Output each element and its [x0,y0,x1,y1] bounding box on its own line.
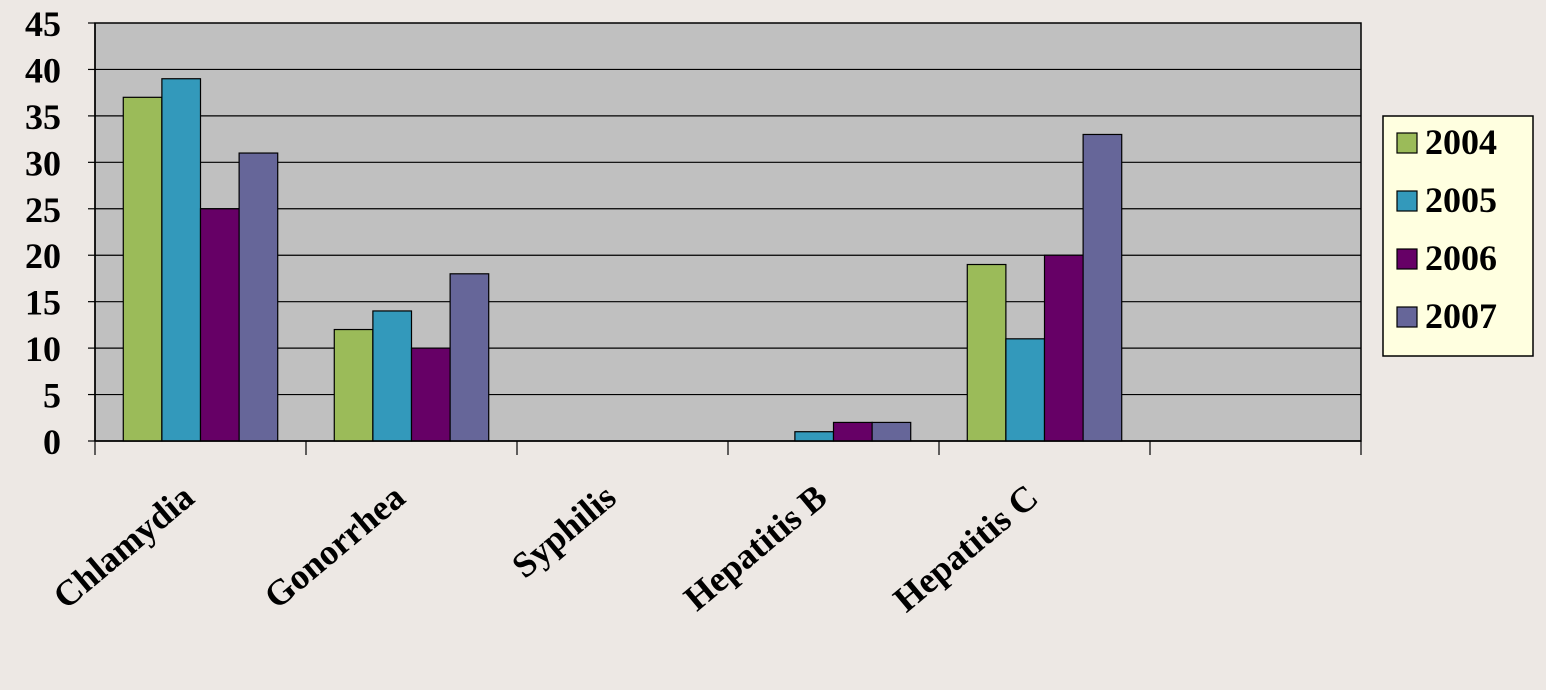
y-tick-label: 20 [25,236,61,276]
bar-2007-gonorrhea [449,273,490,442]
y-tick-label: 30 [25,143,61,183]
legend-label-2007: 2007 [1425,296,1497,336]
bar-2007-chlamydia [238,152,279,442]
axes [88,22,1362,455]
y-axis-tick-labels: 0 5 10 15 20 25 30 35 40 45 [25,4,61,462]
y-tick-label: 45 [25,4,61,44]
bar-2006-hepatitis-b [832,421,873,442]
bar-2006-hepatitis-c [1043,254,1084,442]
y-tick-label: 40 [25,50,61,90]
gridlines [95,68,1361,396]
legend-swatch-2006 [1396,248,1418,270]
x-tick-label: Hepatitis C [886,476,1046,619]
bar-2004-chlamydia [122,96,163,442]
legend-swatch-2007 [1396,306,1418,328]
x-tick-label: Hepatitis B [676,476,834,618]
x-tick-label: Chlamydia [45,476,201,616]
y-tick-label: 25 [25,190,61,230]
x-axis-tick-labels: Chlamydia Gonorrhea Syphilis Hepatitis B Hep… [45,476,1045,619]
legend-swatch-2005 [1396,190,1418,212]
bar-2005-chlamydia [161,78,202,442]
legend-label-2006: 2006 [1425,238,1497,278]
y-tick-label: 10 [25,329,61,369]
bar-2004-gonorrhea [333,328,374,442]
bar-2005-gonorrhea [372,310,413,442]
bar-2005-hepatitis-c [1005,338,1046,442]
y-tick-label: 35 [25,97,61,137]
legend-swatch-2004 [1396,132,1418,154]
bar-2004-hepatitis-c [966,263,1007,442]
bar-2005-hepatitis-b [794,431,835,442]
legend-label-2004: 2004 [1425,122,1497,162]
bars [122,78,1123,442]
y-tick-label: 5 [43,376,61,416]
y-tick-label: 15 [25,283,61,323]
legend: 2004 2005 2006 2007 [1382,115,1534,357]
x-tick-label: Gonorrhea [256,476,412,616]
legend-label-2005: 2005 [1425,180,1497,220]
bar-2007-hepatitis-b [871,421,912,442]
bar-2006-gonorrhea [410,347,451,442]
y-tick-label: 0 [43,422,61,462]
x-tick-label: Syphilis [504,476,623,585]
plot-area [94,22,1362,442]
bar-2007-hepatitis-c [1082,133,1123,442]
bar-2006-chlamydia [199,208,240,442]
